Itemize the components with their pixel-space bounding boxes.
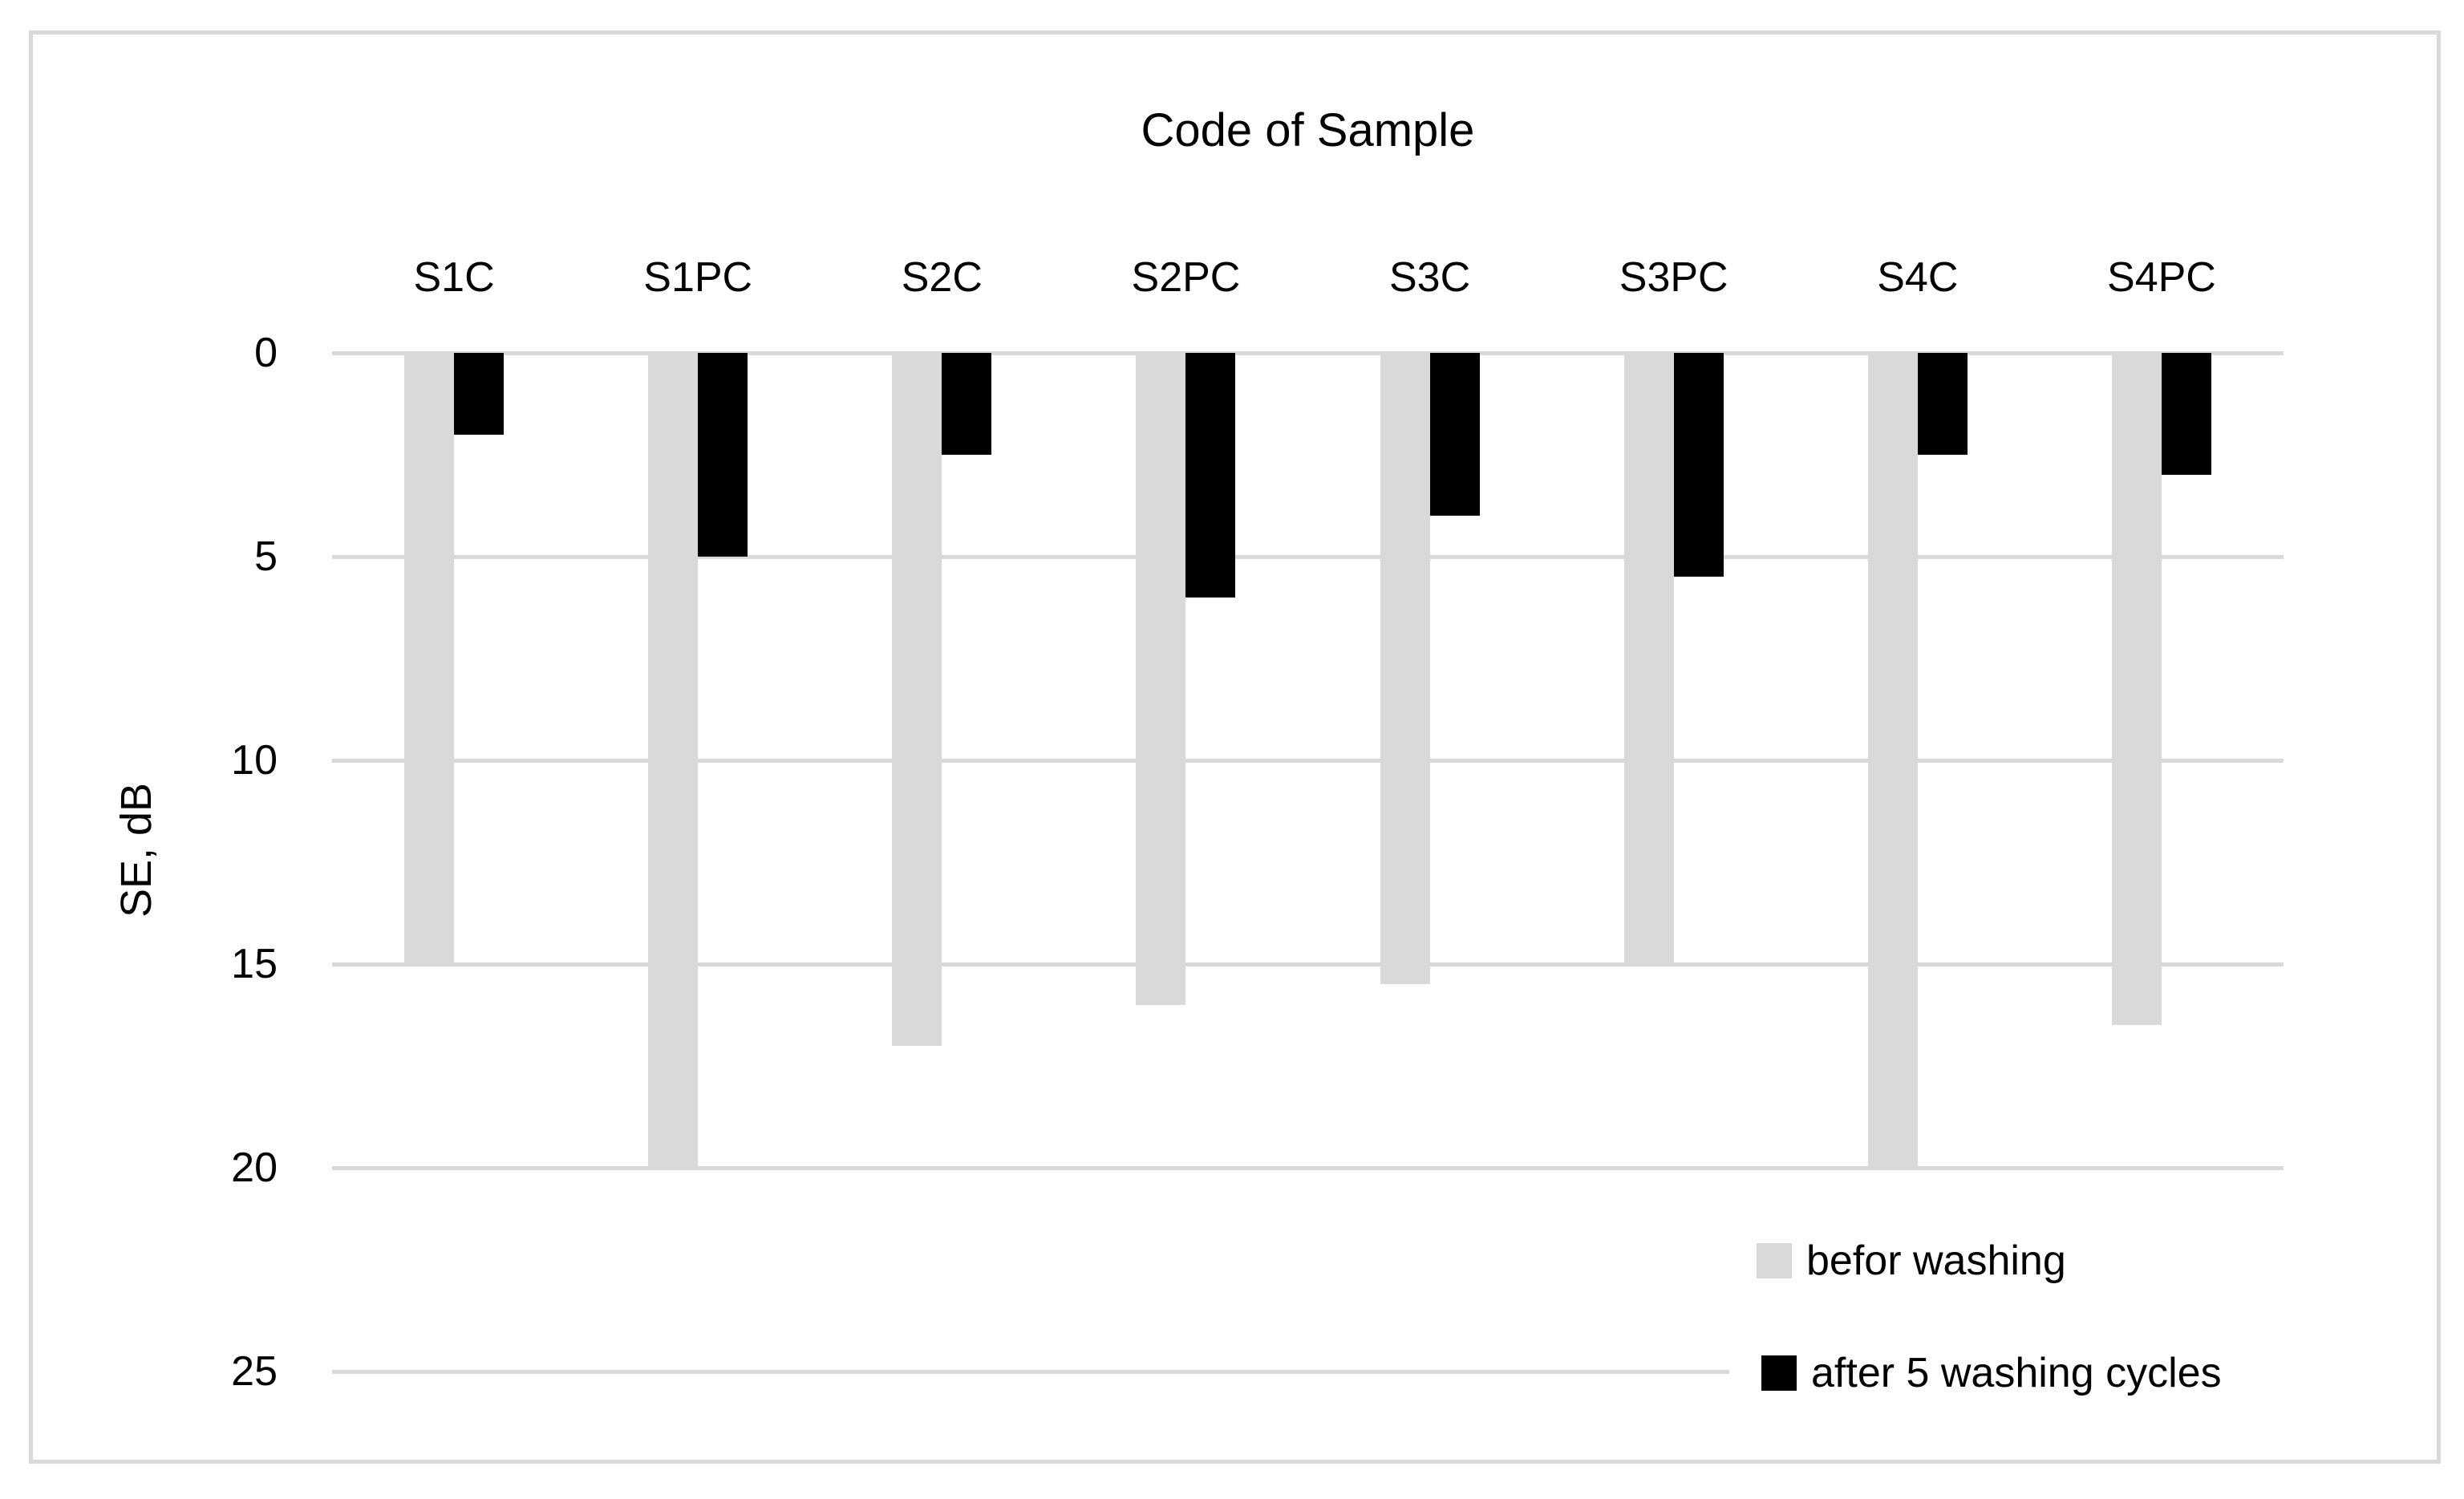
bar-after-washing-S3PC	[1673, 353, 1724, 577]
y-tick-label-5: 5	[254, 533, 278, 580]
bar-after-washing-S4C	[1917, 353, 1968, 455]
y-tick-label-10: 10	[231, 737, 278, 784]
chart-border-frame	[29, 30, 2441, 1464]
bar-before-washing-S3C	[1380, 353, 1430, 985]
category-label-S2C: S2C	[901, 254, 983, 301]
bar-after-washing-S2PC	[1185, 353, 1236, 598]
category-label-S4C: S4C	[1877, 254, 1959, 301]
gridline-10	[332, 759, 2284, 763]
bar-after-washing-S1PC	[698, 353, 748, 557]
legend-item-before-washing: befor washing	[1757, 1234, 2066, 1287]
y-tick-label-0: 0	[254, 330, 278, 376]
bar-before-washing-S2PC	[1136, 353, 1186, 1005]
gridline-0	[332, 351, 2284, 355]
category-label-S1PC: S1PC	[643, 254, 753, 301]
bar-after-washing-S2C	[942, 353, 992, 455]
bar-before-washing-S4PC	[2111, 353, 2162, 1026]
y-tick-label-20: 20	[231, 1145, 278, 1191]
gridline-25	[332, 1370, 1729, 1374]
legend-swatch-before-washing-icon	[1757, 1243, 1792, 1278]
bar-before-washing-S3PC	[1623, 353, 1674, 964]
bar-after-washing-S1C	[454, 353, 505, 435]
legend-label-after-washing: after 5 washing cycles	[1811, 1350, 2222, 1396]
category-label-S2PC: S2PC	[1131, 254, 1241, 301]
bar-before-washing-S1PC	[648, 353, 699, 1168]
bar-before-washing-S2C	[892, 353, 942, 1046]
gridline-5	[332, 555, 2284, 559]
y-tick-label-15: 15	[231, 941, 278, 987]
chart-title: Code of Sample	[1141, 104, 1475, 156]
bar-before-washing-S4C	[1867, 353, 1918, 1168]
legend-item-after-washing: after 5 washing cycles	[1761, 1347, 2222, 1400]
legend-label-before-washing: befor washing	[1806, 1238, 2066, 1284]
bar-after-washing-S3C	[1429, 353, 1480, 517]
category-label-S4PC: S4PC	[2107, 254, 2216, 301]
y-axis-title: SE, dB	[112, 782, 160, 918]
gridline-15	[332, 962, 2284, 966]
bar-after-washing-S4PC	[2161, 353, 2211, 476]
y-tick-label-25: 25	[231, 1348, 278, 1395]
gridline-20	[332, 1166, 2284, 1170]
category-label-S3C: S3C	[1388, 254, 1471, 301]
bar-before-washing-S1C	[404, 353, 455, 964]
category-label-S3PC: S3PC	[1619, 254, 1728, 301]
legend-swatch-after-washing-icon	[1761, 1355, 1797, 1391]
category-label-S1C: S1C	[413, 254, 495, 301]
